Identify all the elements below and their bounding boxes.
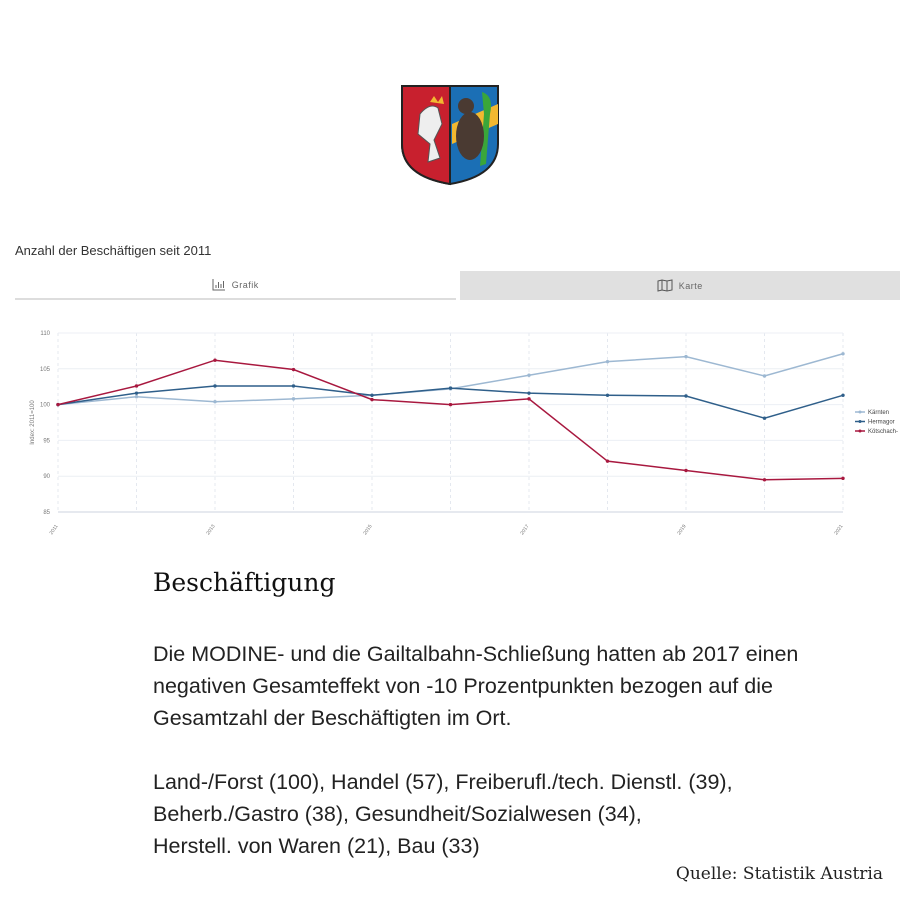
data-point <box>684 354 688 359</box>
data-point <box>448 402 453 407</box>
legend-marker <box>858 410 862 414</box>
section-heading: Beschäftigung <box>153 568 336 597</box>
data-point <box>605 393 610 397</box>
paragraph-effect: Die MODINE- und die Gailtalbahn-Schließu… <box>153 642 799 730</box>
legend-marker <box>858 420 862 423</box>
data-point <box>527 397 531 401</box>
y-tick-label: 85 <box>43 510 50 516</box>
x-tick-label: 2021 <box>833 524 844 537</box>
bar-chart-icon <box>212 278 225 290</box>
x-tick-label: 2015 <box>362 524 373 537</box>
data-point <box>762 374 767 378</box>
legend-label: Kärnten <box>868 410 889 416</box>
y-tick-label: 105 <box>40 367 51 373</box>
data-point <box>291 384 296 388</box>
data-point <box>134 384 139 388</box>
y-tick-label: 90 <box>43 474 50 480</box>
map-icon <box>657 279 673 292</box>
data-point <box>684 394 688 398</box>
y-tick-label: 95 <box>43 438 50 444</box>
tab-grafik[interactable]: Grafik <box>15 271 456 300</box>
y-tick-label: 100 <box>40 403 51 409</box>
tab-label: Karte <box>678 280 703 291</box>
legend-label: Kötschach- <box>868 429 898 435</box>
data-point <box>527 391 531 395</box>
paragraph-sectors: Land-/Forst (100), Handel (57), Freiberu… <box>153 766 873 862</box>
data-point <box>762 478 767 482</box>
data-point <box>527 373 531 377</box>
y-axis-label: Index: 2011=100 <box>30 400 36 445</box>
data-point <box>841 476 845 481</box>
data-point <box>213 400 217 404</box>
data-point <box>213 384 217 388</box>
legend-label: Hermagor <box>868 420 895 426</box>
data-point <box>291 397 296 401</box>
x-tick-label: 2017 <box>519 524 530 537</box>
data-point <box>134 395 139 399</box>
sector-line: Herstell. von Waren (21), Bau (33) <box>153 834 480 858</box>
coat-of-arms <box>401 85 499 186</box>
data-point <box>841 393 845 397</box>
x-tick-label: 2019 <box>676 524 687 537</box>
data-point <box>448 386 453 390</box>
sector-line: Beherb./Gastro (38), Gesundheit/Sozialwe… <box>153 802 642 826</box>
data-point <box>134 391 139 395</box>
data-point <box>684 468 688 473</box>
sector-line: Land-/Forst (100), Handel (57), Freiberu… <box>153 770 733 794</box>
data-point <box>213 358 217 362</box>
data-point <box>762 416 767 420</box>
line-chart: 85 90 95 100 105 110 2011 2013 2015 2017 2019 2021 I… <box>30 331 898 537</box>
x-tick-label: 2011 <box>49 524 60 536</box>
view-tabs: Grafik Karte <box>15 271 900 300</box>
data-point <box>291 367 296 372</box>
data-point <box>56 402 60 407</box>
data-point <box>841 352 845 356</box>
legend-marker <box>858 429 862 433</box>
source-note: Quelle: Statistik Austria <box>675 864 883 884</box>
y-tick-label: 110 <box>40 331 50 337</box>
chart-title: Anzahl der Beschäftigen seit 2011 <box>15 243 212 258</box>
data-point <box>370 393 374 397</box>
tab-karte[interactable]: Karte <box>459 271 900 300</box>
tab-label: Grafik <box>231 279 259 290</box>
series-line <box>57 353 844 406</box>
data-point <box>370 397 374 402</box>
data-point <box>605 459 610 463</box>
data-point <box>605 359 610 364</box>
x-tick-label: 2013 <box>205 524 216 537</box>
